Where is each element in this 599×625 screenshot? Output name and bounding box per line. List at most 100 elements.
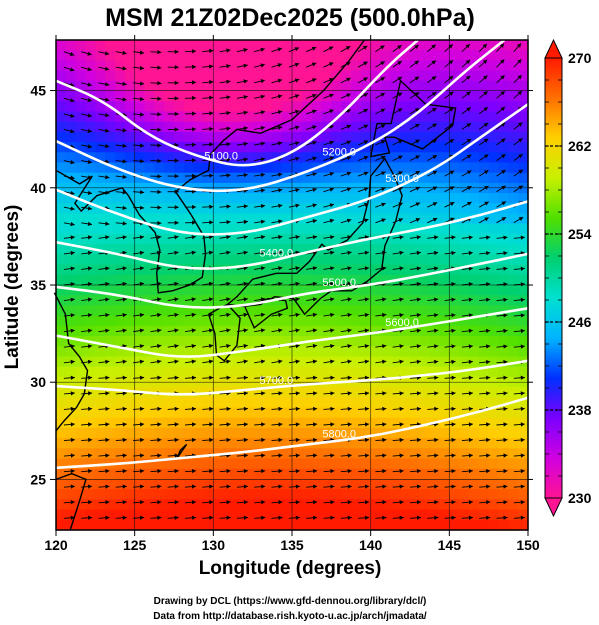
wind-arrowhead <box>312 297 317 302</box>
wind-arrowhead <box>449 186 455 191</box>
wind-arrowhead <box>397 61 402 66</box>
wind-arrowhead <box>105 82 110 87</box>
field-cell <box>85 366 96 378</box>
wind-arrowhead <box>416 266 421 271</box>
wind-arrowhead <box>330 375 335 380</box>
field-cell <box>154 172 165 184</box>
wind-arrowhead <box>347 250 352 255</box>
field-cell <box>233 285 244 296</box>
field-cell <box>341 458 352 470</box>
field-cell <box>351 264 362 276</box>
field-cell <box>380 407 391 419</box>
wind-arrowhead <box>451 515 456 520</box>
field-cell <box>498 50 509 62</box>
field-cell <box>331 40 342 51</box>
field-cell <box>144 468 155 480</box>
field-cell <box>252 182 264 194</box>
field-cell <box>400 80 411 92</box>
field-cell <box>518 40 529 51</box>
wind-arrowhead <box>70 313 75 318</box>
field-cell <box>370 305 382 317</box>
wind-arrowhead <box>191 328 196 333</box>
field-cell <box>380 40 391 51</box>
wind-arrowhead <box>122 281 127 287</box>
wind-arrowhead <box>157 406 162 411</box>
wind-arrowhead <box>70 375 75 380</box>
field-cell <box>370 356 382 368</box>
wind-arrowhead <box>501 201 506 206</box>
wind-arrowhead <box>381 171 386 176</box>
field-cell <box>449 478 460 490</box>
field-cell <box>449 203 460 215</box>
wind-arrowhead <box>397 45 402 50</box>
field-cell <box>321 438 332 449</box>
field-cell <box>419 397 431 409</box>
wind-arrowhead <box>157 281 162 287</box>
wind-arrowhead <box>243 437 248 443</box>
field-cell <box>518 295 529 307</box>
field-cell <box>95 101 106 113</box>
field-cell <box>301 244 313 255</box>
field-cell <box>400 346 411 358</box>
wind-arrowhead <box>278 406 283 411</box>
field-cell <box>95 356 106 368</box>
field-cell <box>459 193 470 204</box>
field-cell <box>75 111 87 123</box>
wind-arrowhead <box>313 391 318 396</box>
wind-arrowhead <box>122 484 127 489</box>
field-cell <box>380 509 391 521</box>
field-cell <box>439 203 450 215</box>
field-cell <box>390 305 401 317</box>
field-cell <box>380 285 391 296</box>
field-cell <box>233 478 244 490</box>
field-cell <box>193 142 205 153</box>
wind-arrowhead <box>451 359 456 365</box>
field-cell <box>272 70 283 82</box>
wind-arrowhead <box>243 375 248 380</box>
field-cell <box>341 70 352 82</box>
field-cell <box>262 70 273 82</box>
wind-arrowhead <box>278 437 283 443</box>
field-cell <box>174 101 185 113</box>
field-cell <box>75 233 87 245</box>
field-cell <box>203 131 214 143</box>
field-cell <box>341 101 352 113</box>
field-cell <box>272 40 283 51</box>
field-cell <box>262 101 273 113</box>
field-cell <box>351 427 362 439</box>
field-cell <box>380 70 391 82</box>
wind-arrowhead <box>192 111 196 116</box>
field-cell <box>203 417 214 429</box>
field-cell <box>419 387 431 398</box>
field-cell <box>183 427 195 439</box>
field-cell <box>134 325 146 337</box>
field-cell <box>400 172 411 184</box>
field-cell <box>331 50 342 62</box>
wind-arrowhead <box>122 469 127 474</box>
wind-arrowhead <box>486 282 491 287</box>
wind-arrowhead <box>260 250 266 255</box>
field-cell <box>174 213 185 225</box>
field-cell <box>282 427 293 439</box>
field-cell <box>56 509 67 521</box>
field-cell <box>233 223 244 235</box>
field-cell <box>282 203 293 215</box>
field-cell <box>183 397 195 409</box>
field-cell <box>488 325 500 337</box>
wind-arrowhead <box>260 110 265 115</box>
field-cell <box>321 315 332 327</box>
field-cell <box>301 499 313 511</box>
wind-arrowhead <box>486 359 491 365</box>
field-cell <box>518 264 529 276</box>
field-cell <box>223 274 234 286</box>
y-tick-label: 35 <box>30 277 46 293</box>
wind-arrowhead <box>122 375 127 380</box>
field-cell <box>252 193 264 204</box>
field-cell <box>478 387 490 398</box>
wind-arrowhead <box>70 175 75 180</box>
field-cell <box>95 468 106 480</box>
field-cell <box>242 254 254 266</box>
field-cell <box>498 407 509 419</box>
field-cell <box>252 80 264 92</box>
wind-arrowhead <box>139 235 144 240</box>
